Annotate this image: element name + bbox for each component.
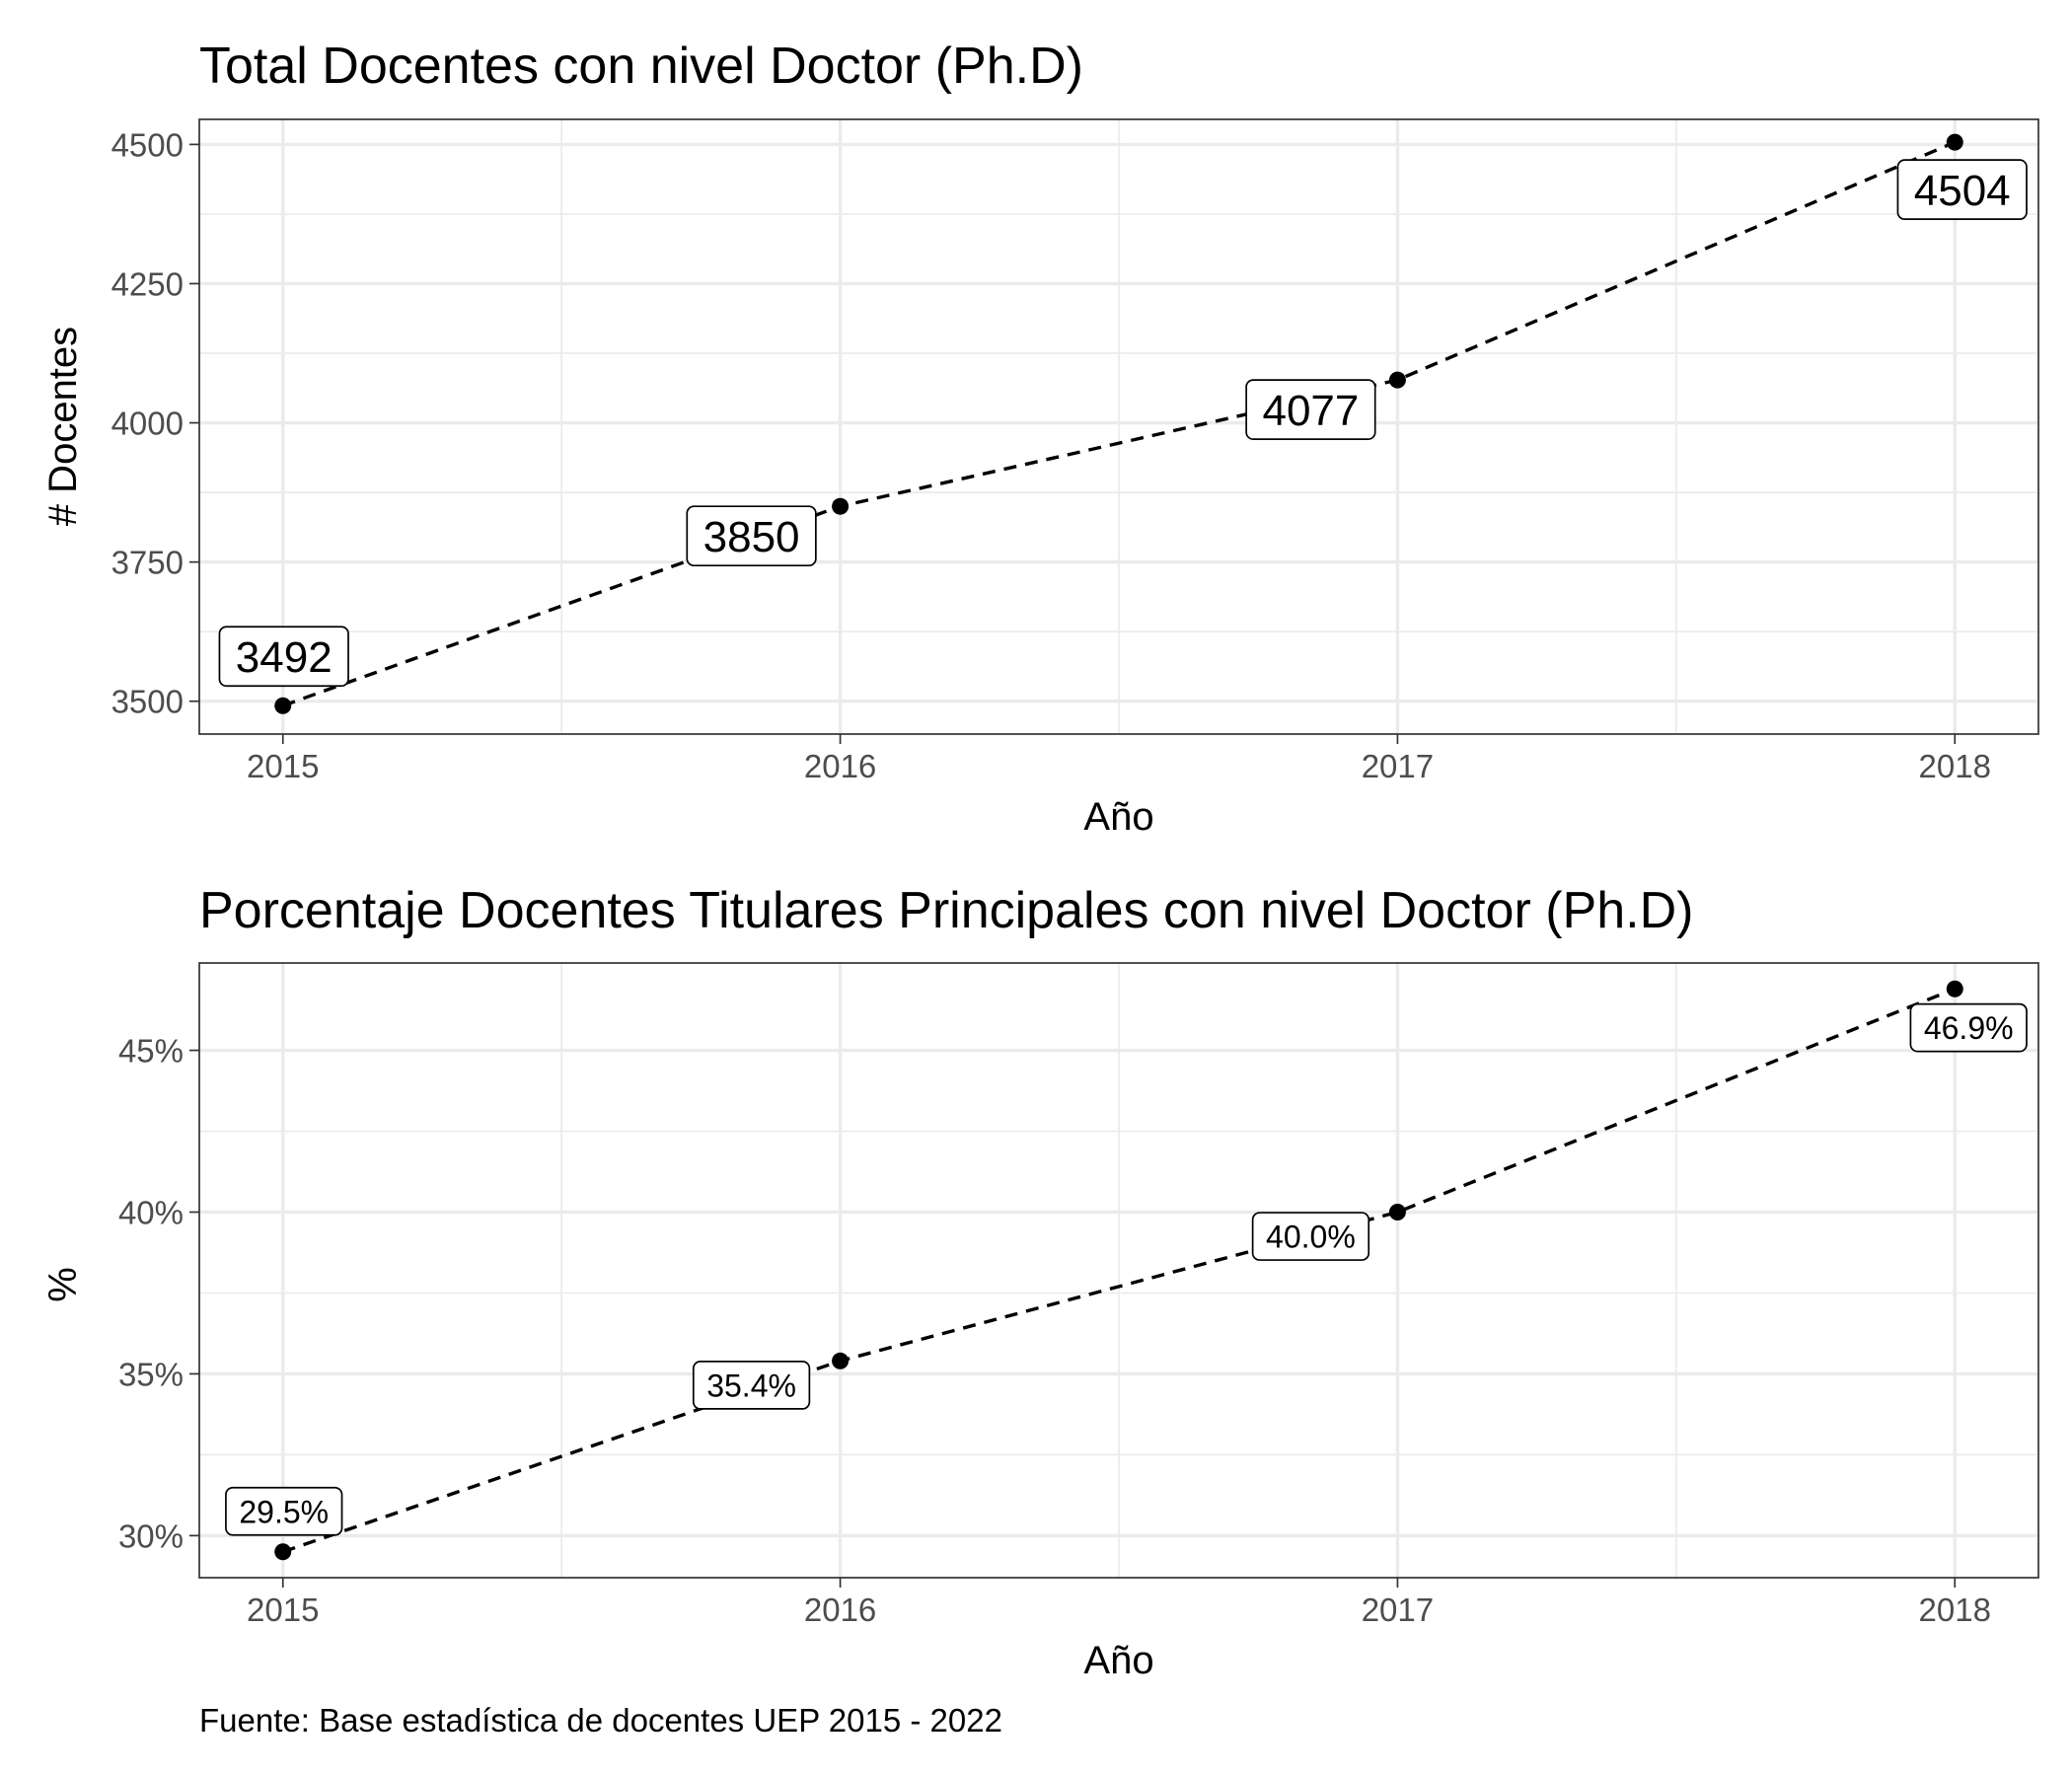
series-line [282,987,1956,1554]
series-marks: 29.5% 35.4% 40.0% 46.9% [225,980,2028,1561]
data-label: 4504 [1914,167,2011,215]
chart-panel-total-doctors: Total Docentes con nivel Doctor (Ph.D) 2… [41,37,2039,839]
data-label-box [692,1361,811,1410]
data-label-box [1896,159,2028,220]
y-tick-label: 40% [118,1194,184,1230]
data-label-box [1251,1212,1370,1261]
x-axis-label: Año [1083,1639,1153,1682]
x-tick-label: 2015 [247,1591,319,1628]
y-axis-label: # Docentes [41,327,85,526]
y-tick-label: 4000 [111,406,184,442]
data-label: 35.4% [706,1368,796,1403]
x-tick-label: 2017 [1362,748,1434,784]
data-point [274,1543,292,1561]
data-point [832,1352,850,1369]
panel-border [198,962,2039,1579]
axis-ticks: 2015 2016 2017 2018 30% 35% 40% 45% [118,1033,1991,1628]
data-point [1946,980,1963,998]
series-line [282,140,1956,707]
chart-panel-percent-doctors: Porcentaje Docentes Titulares Principale… [41,882,2039,1682]
y-tick-label: 45% [118,1033,184,1070]
x-tick-label: 2015 [247,748,319,784]
y-tick-label: 35% [118,1356,184,1392]
data-point [1946,133,1963,151]
data-label-box [1245,379,1376,440]
x-tick-label: 2016 [804,1591,876,1628]
data-label: 3492 [236,633,333,682]
panel-border [198,118,2039,735]
y-tick-label: 4500 [111,126,184,163]
data-point [832,497,850,515]
data-label: 3850 [703,513,800,561]
x-tick-label: 2017 [1362,1591,1434,1628]
data-label: 4077 [1262,387,1359,435]
x-axis-label: Año [1083,795,1153,839]
x-tick-label: 2016 [804,748,876,784]
grid-lines [199,963,2038,1578]
data-label: 29.5% [239,1494,329,1529]
y-tick-label: 3750 [111,545,184,581]
chart-title: Porcentaje Docentes Titulares Principale… [199,882,1693,939]
data-label: 46.9% [1924,1010,2014,1046]
source-caption: Fuente: Base estadística de docentes UEP… [199,1702,1002,1739]
y-tick-label: 30% [118,1517,184,1554]
data-point [274,697,292,714]
data-label-box [225,1486,343,1536]
y-tick-label: 4250 [111,265,184,302]
y-tick-label: 3500 [111,684,184,720]
x-tick-label: 2018 [1919,748,1991,784]
data-label-box [1909,1002,2028,1053]
x-tick-label: 2018 [1919,1591,1991,1628]
data-label-box [218,626,349,688]
axis-ticks: 2015 2016 2017 2018 3500 3750 4000 4250 4500 [111,126,1991,784]
chart-title: Total Docentes con nivel Doctor (Ph.D) [199,37,1083,95]
data-label: 40.0% [1266,1220,1356,1255]
series-marks: 3492 3850 4077 4504 [218,133,2028,714]
y-axis-label: % [41,1267,85,1302]
data-point [1388,1203,1406,1221]
data-label-box [686,505,817,567]
data-point [1388,371,1406,389]
